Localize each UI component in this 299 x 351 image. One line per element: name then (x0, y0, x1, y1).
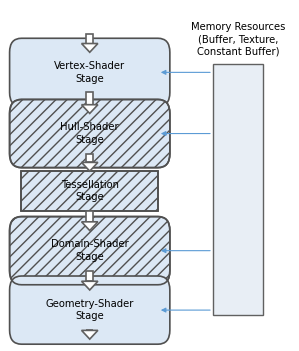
Bar (86, 34, 93, 44)
Text: Tessellation
Stage: Tessellation Stage (61, 180, 119, 203)
Bar (86, 211, 93, 222)
Polygon shape (82, 105, 98, 113)
Text: Vertex-Shader
Stage: Vertex-Shader Stage (54, 61, 125, 84)
FancyBboxPatch shape (213, 64, 263, 315)
Text: Hull-Shader
Stage: Hull-Shader Stage (60, 122, 119, 145)
Polygon shape (82, 222, 98, 231)
FancyBboxPatch shape (10, 38, 170, 106)
Polygon shape (82, 330, 98, 339)
FancyBboxPatch shape (10, 276, 170, 344)
Polygon shape (82, 163, 98, 171)
Polygon shape (82, 281, 98, 290)
FancyBboxPatch shape (22, 171, 158, 211)
Text: Memory Resources
(Buffer, Texture,
Constant Buffer): Memory Resources (Buffer, Texture, Const… (191, 22, 285, 57)
Polygon shape (82, 44, 98, 52)
Bar (86, 271, 93, 281)
Text: Domain-Shader
Stage: Domain-Shader Stage (51, 239, 129, 262)
Bar (86, 92, 93, 105)
Text: Geometry-Shader
Stage: Geometry-Shader Stage (45, 299, 134, 321)
Bar (86, 154, 93, 163)
FancyBboxPatch shape (10, 217, 170, 285)
FancyBboxPatch shape (10, 99, 170, 168)
